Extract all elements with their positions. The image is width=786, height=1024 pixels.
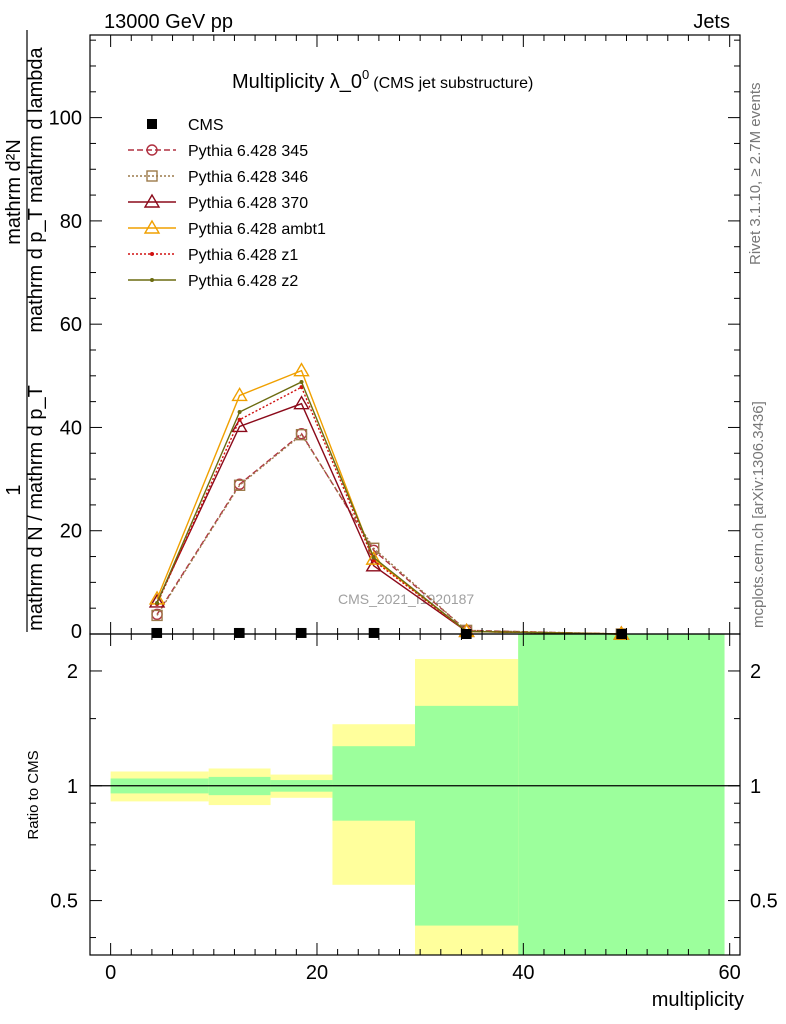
series-point-6-1 xyxy=(237,409,242,414)
series-point-4-3 xyxy=(365,550,382,565)
legend-entry-2: Pythia 6.428 346 xyxy=(128,169,308,186)
legend-label: Pythia 6.428 346 xyxy=(188,169,308,186)
main-axes-group: 20 40 60 80 100 0 xyxy=(49,34,741,643)
legend-entry-6: Pythia 6.428 z2 xyxy=(128,273,298,290)
ratio-ytick-label-right: 2 xyxy=(750,661,761,683)
ratio-frame xyxy=(89,633,741,956)
main-ytick-label: 80 xyxy=(60,211,82,233)
legend-label: Pythia 6.428 345 xyxy=(188,143,308,160)
ratio-green-band-4 xyxy=(415,705,519,955)
rivet-label: Rivet 3.1.10, ≥ 2.7M events xyxy=(747,83,764,266)
legend-label: Pythia 6.428 z1 xyxy=(188,247,298,264)
series-point-3-1 xyxy=(231,418,248,433)
header-right: Jets xyxy=(693,11,730,33)
legend-marker xyxy=(147,119,157,129)
main-ytick-label: 40 xyxy=(60,417,82,439)
main-ylabel-top: 1 xyxy=(3,484,25,495)
ratio-ytick-label-left: 0.5 xyxy=(50,891,78,913)
x-tick-label: 60 xyxy=(719,962,741,984)
x-tick-label: 40 xyxy=(512,962,534,984)
series-point-6-3 xyxy=(371,555,376,560)
series-point-2-0 xyxy=(151,609,163,622)
series-point-3-0 xyxy=(148,593,166,608)
series-point-2-2 xyxy=(295,428,308,441)
series-line-5 xyxy=(156,386,622,635)
series-point-6-2 xyxy=(299,380,304,385)
series-point-5-1 xyxy=(237,417,242,422)
header-left: 13000 GeV pp xyxy=(104,11,233,33)
legend-entry-5: Pythia 6.428 z1 xyxy=(128,247,298,264)
series-point-4-2 xyxy=(293,362,310,377)
series-point-3-3 xyxy=(365,557,382,572)
series-line-6 xyxy=(156,381,622,635)
chart-title-sup: 0 xyxy=(362,67,369,82)
chart-title-sub: (CMS jet substructure) xyxy=(373,75,533,92)
legend-marker xyxy=(150,278,154,282)
ratio-ytick-label-left: 1 xyxy=(67,776,78,798)
ratio-ylabel: Ratio to CMS xyxy=(25,750,42,839)
ratio-ytick-label-right: 1 xyxy=(750,776,761,798)
watermark-group: CMS_2021_I1920187 xyxy=(338,591,474,607)
series-point-2-1 xyxy=(233,479,246,491)
x-tick-label: 20 xyxy=(306,962,328,984)
legend-marker xyxy=(146,144,158,156)
ratio-axes-group: 0.5 0.51 12 20 20 40 60 xyxy=(50,633,778,984)
series-point-3-2 xyxy=(293,395,310,410)
legend: CMS Pythia 6.428 345 Pythia 6.428 346 Pythi… xyxy=(128,117,326,290)
series-point-0-2 xyxy=(296,627,307,638)
main-ylabel: 1 mathrm d²N mathrm d N / mathrm d p_T m… xyxy=(3,30,47,632)
main-ytick-label-zero: 0 xyxy=(71,621,82,643)
legend-entry-4: Pythia 6.428 ambt1 xyxy=(128,219,326,238)
ratio-ytick-label-left: 2 xyxy=(67,661,78,683)
legend-marker xyxy=(146,170,158,182)
legend-marker xyxy=(143,219,161,234)
main-ytick-label: 60 xyxy=(60,314,82,336)
series-point-6-0 xyxy=(155,601,160,606)
ratio-ytick-label-right: 0.5 xyxy=(750,891,778,913)
legend-label: Pythia 6.428 z2 xyxy=(188,273,298,290)
main-ylabel-num: mathrm d²N xyxy=(3,139,25,245)
legend-label: CMS xyxy=(188,117,224,134)
legend-entry-0: CMS xyxy=(147,117,224,134)
main-ylabel-bottom: mathrm d N / mathrm d p_T xyxy=(25,385,47,631)
mcplots-label: mcplots.cern.ch [arXiv:1306.3436] xyxy=(750,401,767,628)
ratio-yellow-lower-0 xyxy=(415,925,519,955)
series-point-4-1 xyxy=(231,387,248,402)
series-point-0-1 xyxy=(234,627,245,638)
legend-marker xyxy=(150,252,154,256)
x-tick-label: 0 xyxy=(105,962,116,984)
ratio-green-band-5 xyxy=(518,634,725,955)
series-line-2 xyxy=(156,433,622,635)
legend-marker xyxy=(143,193,161,208)
x-axis-label: multiplicity xyxy=(652,989,744,1011)
main-ytick-label: 100 xyxy=(49,108,82,130)
chart-title-main: Multiplicity λ_0 xyxy=(232,71,362,93)
main-series-group xyxy=(148,362,630,640)
series-point-0-3 xyxy=(368,627,379,638)
chart-title: Multiplicity λ_00 (CMS jet substructure) xyxy=(232,67,533,93)
legend-entry-3: Pythia 6.428 370 xyxy=(128,193,308,212)
series-point-5-3 xyxy=(371,558,376,563)
main-ylabel-den: mathrm d p_T mathrm d lambda xyxy=(25,46,47,332)
legend-label: Pythia 6.428 370 xyxy=(188,195,308,212)
ratio-green-band-3 xyxy=(332,746,415,821)
series-point-0-0 xyxy=(152,627,163,638)
legend-entry-1: Pythia 6.428 345 xyxy=(128,143,308,160)
watermark: CMS_2021_I1920187 xyxy=(338,591,474,607)
ratio-panel-background xyxy=(90,634,740,955)
main-ytick-label: 20 xyxy=(60,521,82,543)
legend-label: Pythia 6.428 ambt1 xyxy=(188,221,326,238)
